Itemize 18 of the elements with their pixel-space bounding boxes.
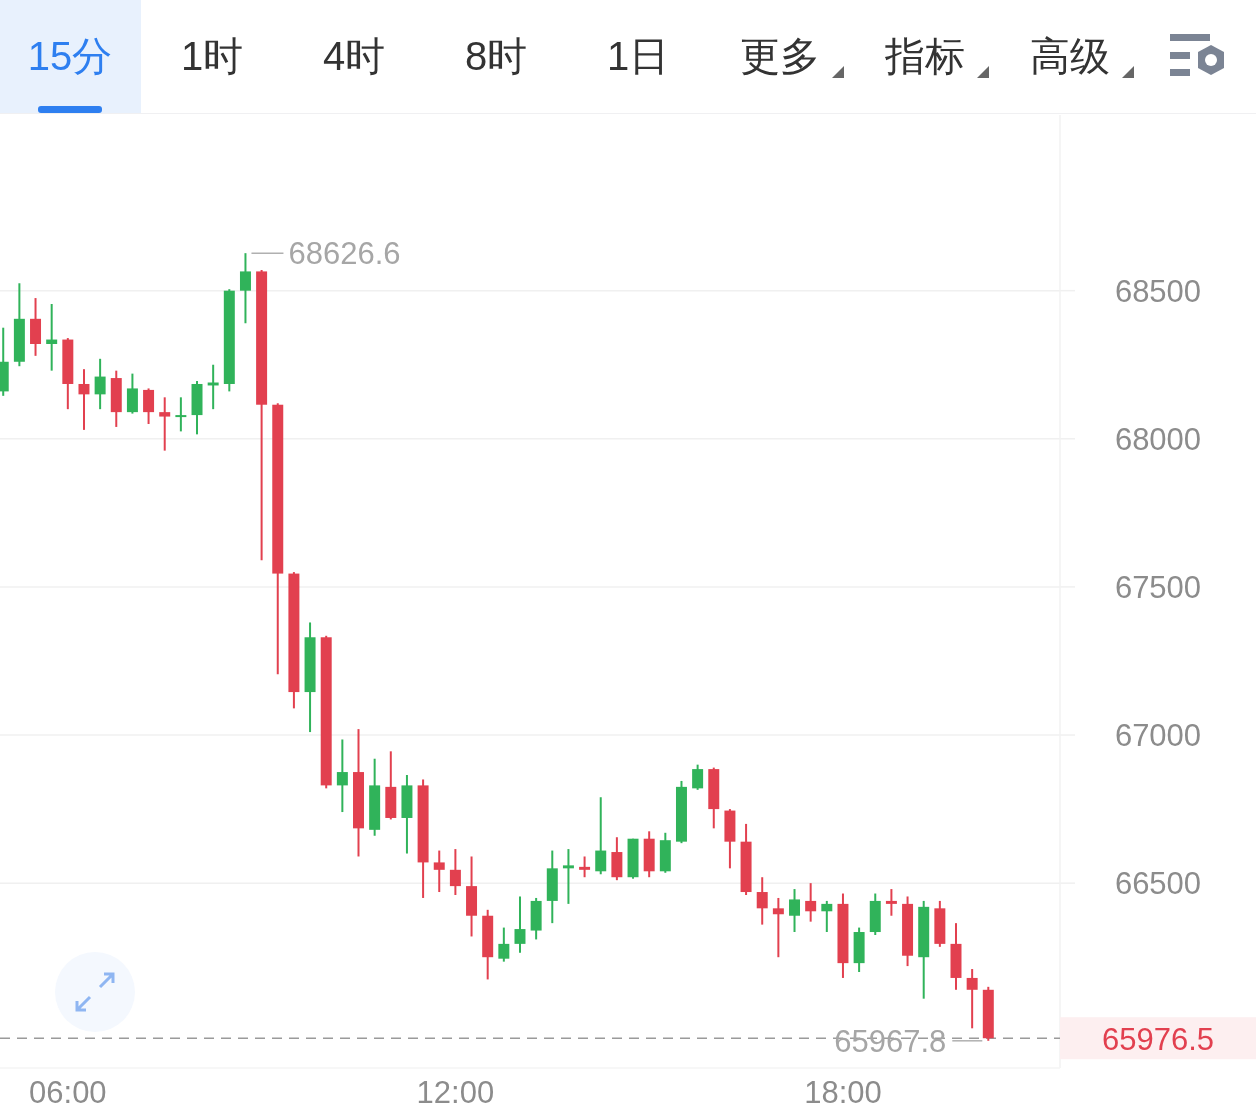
text: 1时 (180, 34, 244, 78)
y-tick-label: 66500 (1114, 866, 1202, 902)
text: 15分 (27, 34, 113, 78)
y-tick-label: 67500 (1114, 569, 1202, 605)
y-tick-label: 67000 (1114, 718, 1202, 754)
text: 1日 (606, 34, 670, 78)
y-tick-label: 68000 (1114, 421, 1202, 457)
text: 8时 (464, 34, 528, 78)
x-tick-label: 18:00 (804, 1075, 882, 1109)
y-tick-label: 68500 (1114, 273, 1202, 309)
x-tick-label: 12:00 (416, 1075, 495, 1109)
text: 高级 (1030, 34, 1110, 78)
text: 4时 (322, 34, 386, 78)
text: 更多 (740, 34, 820, 78)
annotation: 68626.6 (288, 236, 401, 272)
ref-line-label: 65976.5 (1101, 1022, 1215, 1058)
x-tick-label: 06:00 (29, 1075, 107, 1109)
text: 指标 (884, 34, 965, 78)
